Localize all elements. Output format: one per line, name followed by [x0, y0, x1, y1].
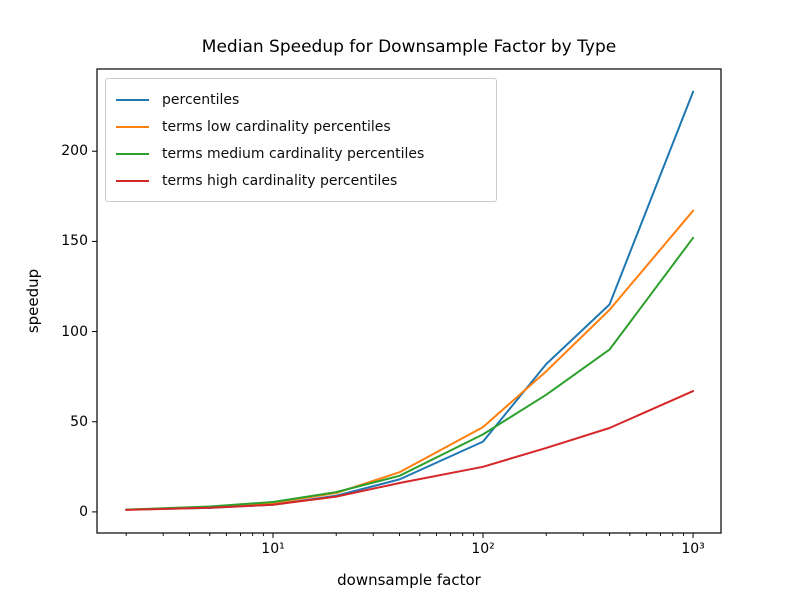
y-tick-label: 150	[61, 233, 88, 250]
legend-line-sample	[116, 98, 149, 101]
x-tick-label: 10³	[681, 541, 705, 557]
legend-label: percentiles	[162, 91, 240, 108]
legend: percentiles terms low cardinality percent…	[105, 78, 497, 202]
x-tick-label: 10²	[471, 541, 495, 557]
legend-row: percentiles	[116, 86, 486, 113]
series-line-2	[125, 236, 695, 511]
x-axis-label: downsample factor	[337, 571, 481, 589]
axes-frame	[96, 68, 722, 534]
legend-line-sample	[116, 125, 149, 128]
legend-label: terms medium cardinality percentiles	[162, 145, 425, 162]
legend-label: terms high cardinality percentiles	[162, 172, 398, 189]
chart-title: Median Speedup for Downsample Factor by …	[201, 37, 617, 57]
y-tick-label: 0	[79, 503, 88, 520]
axes-border	[96, 68, 722, 534]
series-line-3	[125, 390, 695, 511]
legend-line-sample	[116, 152, 149, 155]
axis-ticks	[92, 150, 694, 538]
legend-label: terms low cardinality percentiles	[162, 118, 391, 135]
legend-row: terms low cardinality percentiles	[116, 113, 486, 140]
legend-row: terms high cardinality percentiles	[116, 167, 486, 194]
y-axis-label: speedup	[24, 269, 42, 333]
y-tick-label: 50	[70, 413, 88, 430]
series-line-1	[125, 209, 695, 511]
x-tick-label: 10¹	[261, 541, 285, 557]
legend-row: terms medium cardinality percentiles	[116, 140, 486, 167]
series-lines	[125, 90, 695, 511]
y-tick-label: 100	[61, 323, 88, 340]
y-tick-label: 200	[61, 143, 88, 160]
legend-line-sample	[116, 179, 149, 182]
